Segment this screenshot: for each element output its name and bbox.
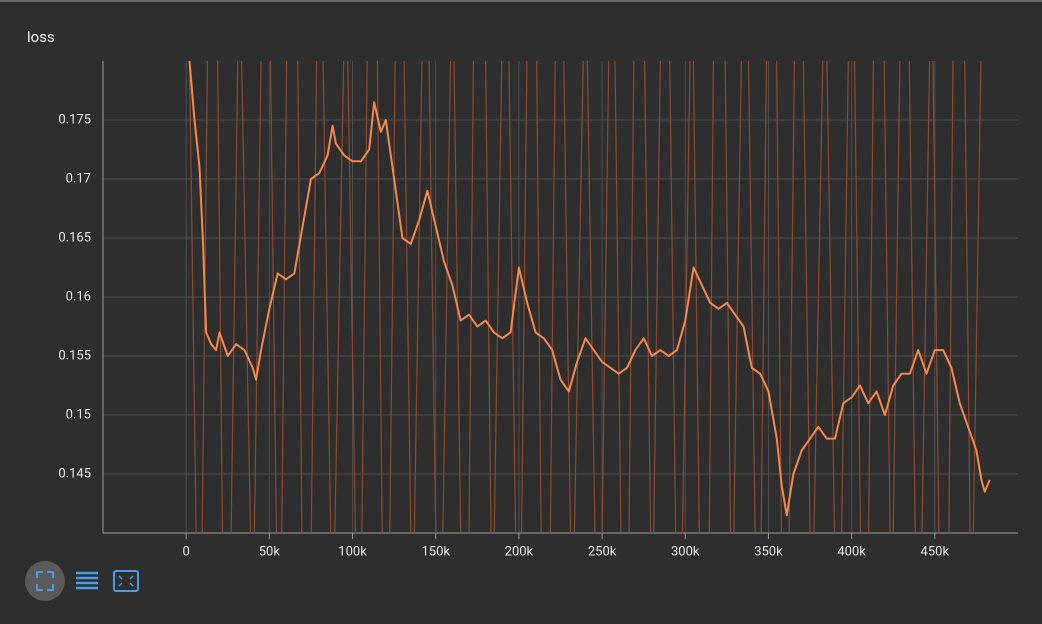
x-tick-label: 400k xyxy=(837,544,866,559)
line-series xyxy=(188,61,991,517)
x-tick-label: 100k xyxy=(338,544,367,559)
fit-button-bg[interactable] xyxy=(25,561,65,601)
toolbar xyxy=(25,561,139,601)
y-tick-label: 0.175 xyxy=(58,112,91,127)
expand-icon[interactable] xyxy=(113,570,139,592)
y-tick-label: 0.16 xyxy=(66,289,91,304)
y-tick-label: 0.145 xyxy=(58,466,91,481)
chart-title: loss xyxy=(27,28,55,46)
plot-area: 0.145 0.15 0.155 0.16 0.165 0.17 0.175 0 50k 100k… xyxy=(58,61,1018,559)
fit-icon[interactable] xyxy=(36,571,54,591)
x-tick-label: 200k xyxy=(505,544,534,559)
x-tick-label: 350k xyxy=(754,544,783,559)
list-icon[interactable] xyxy=(76,571,98,590)
y-tick-label: 0.155 xyxy=(58,348,91,363)
expand-icon-arrows[interactable] xyxy=(118,575,134,587)
x-tick-label: 50k xyxy=(259,544,281,559)
x-tick-label: 0 xyxy=(183,544,190,559)
y-tick-label: 0.15 xyxy=(66,407,91,422)
y-tick-label: 0.17 xyxy=(66,171,91,186)
x-tick-label: 300k xyxy=(671,544,700,559)
x-tick-label: 150k xyxy=(421,544,450,559)
y-tick-label: 0.165 xyxy=(58,230,91,245)
x-tick-label: 450k xyxy=(921,544,950,559)
x-tick-label: 250k xyxy=(588,544,617,559)
